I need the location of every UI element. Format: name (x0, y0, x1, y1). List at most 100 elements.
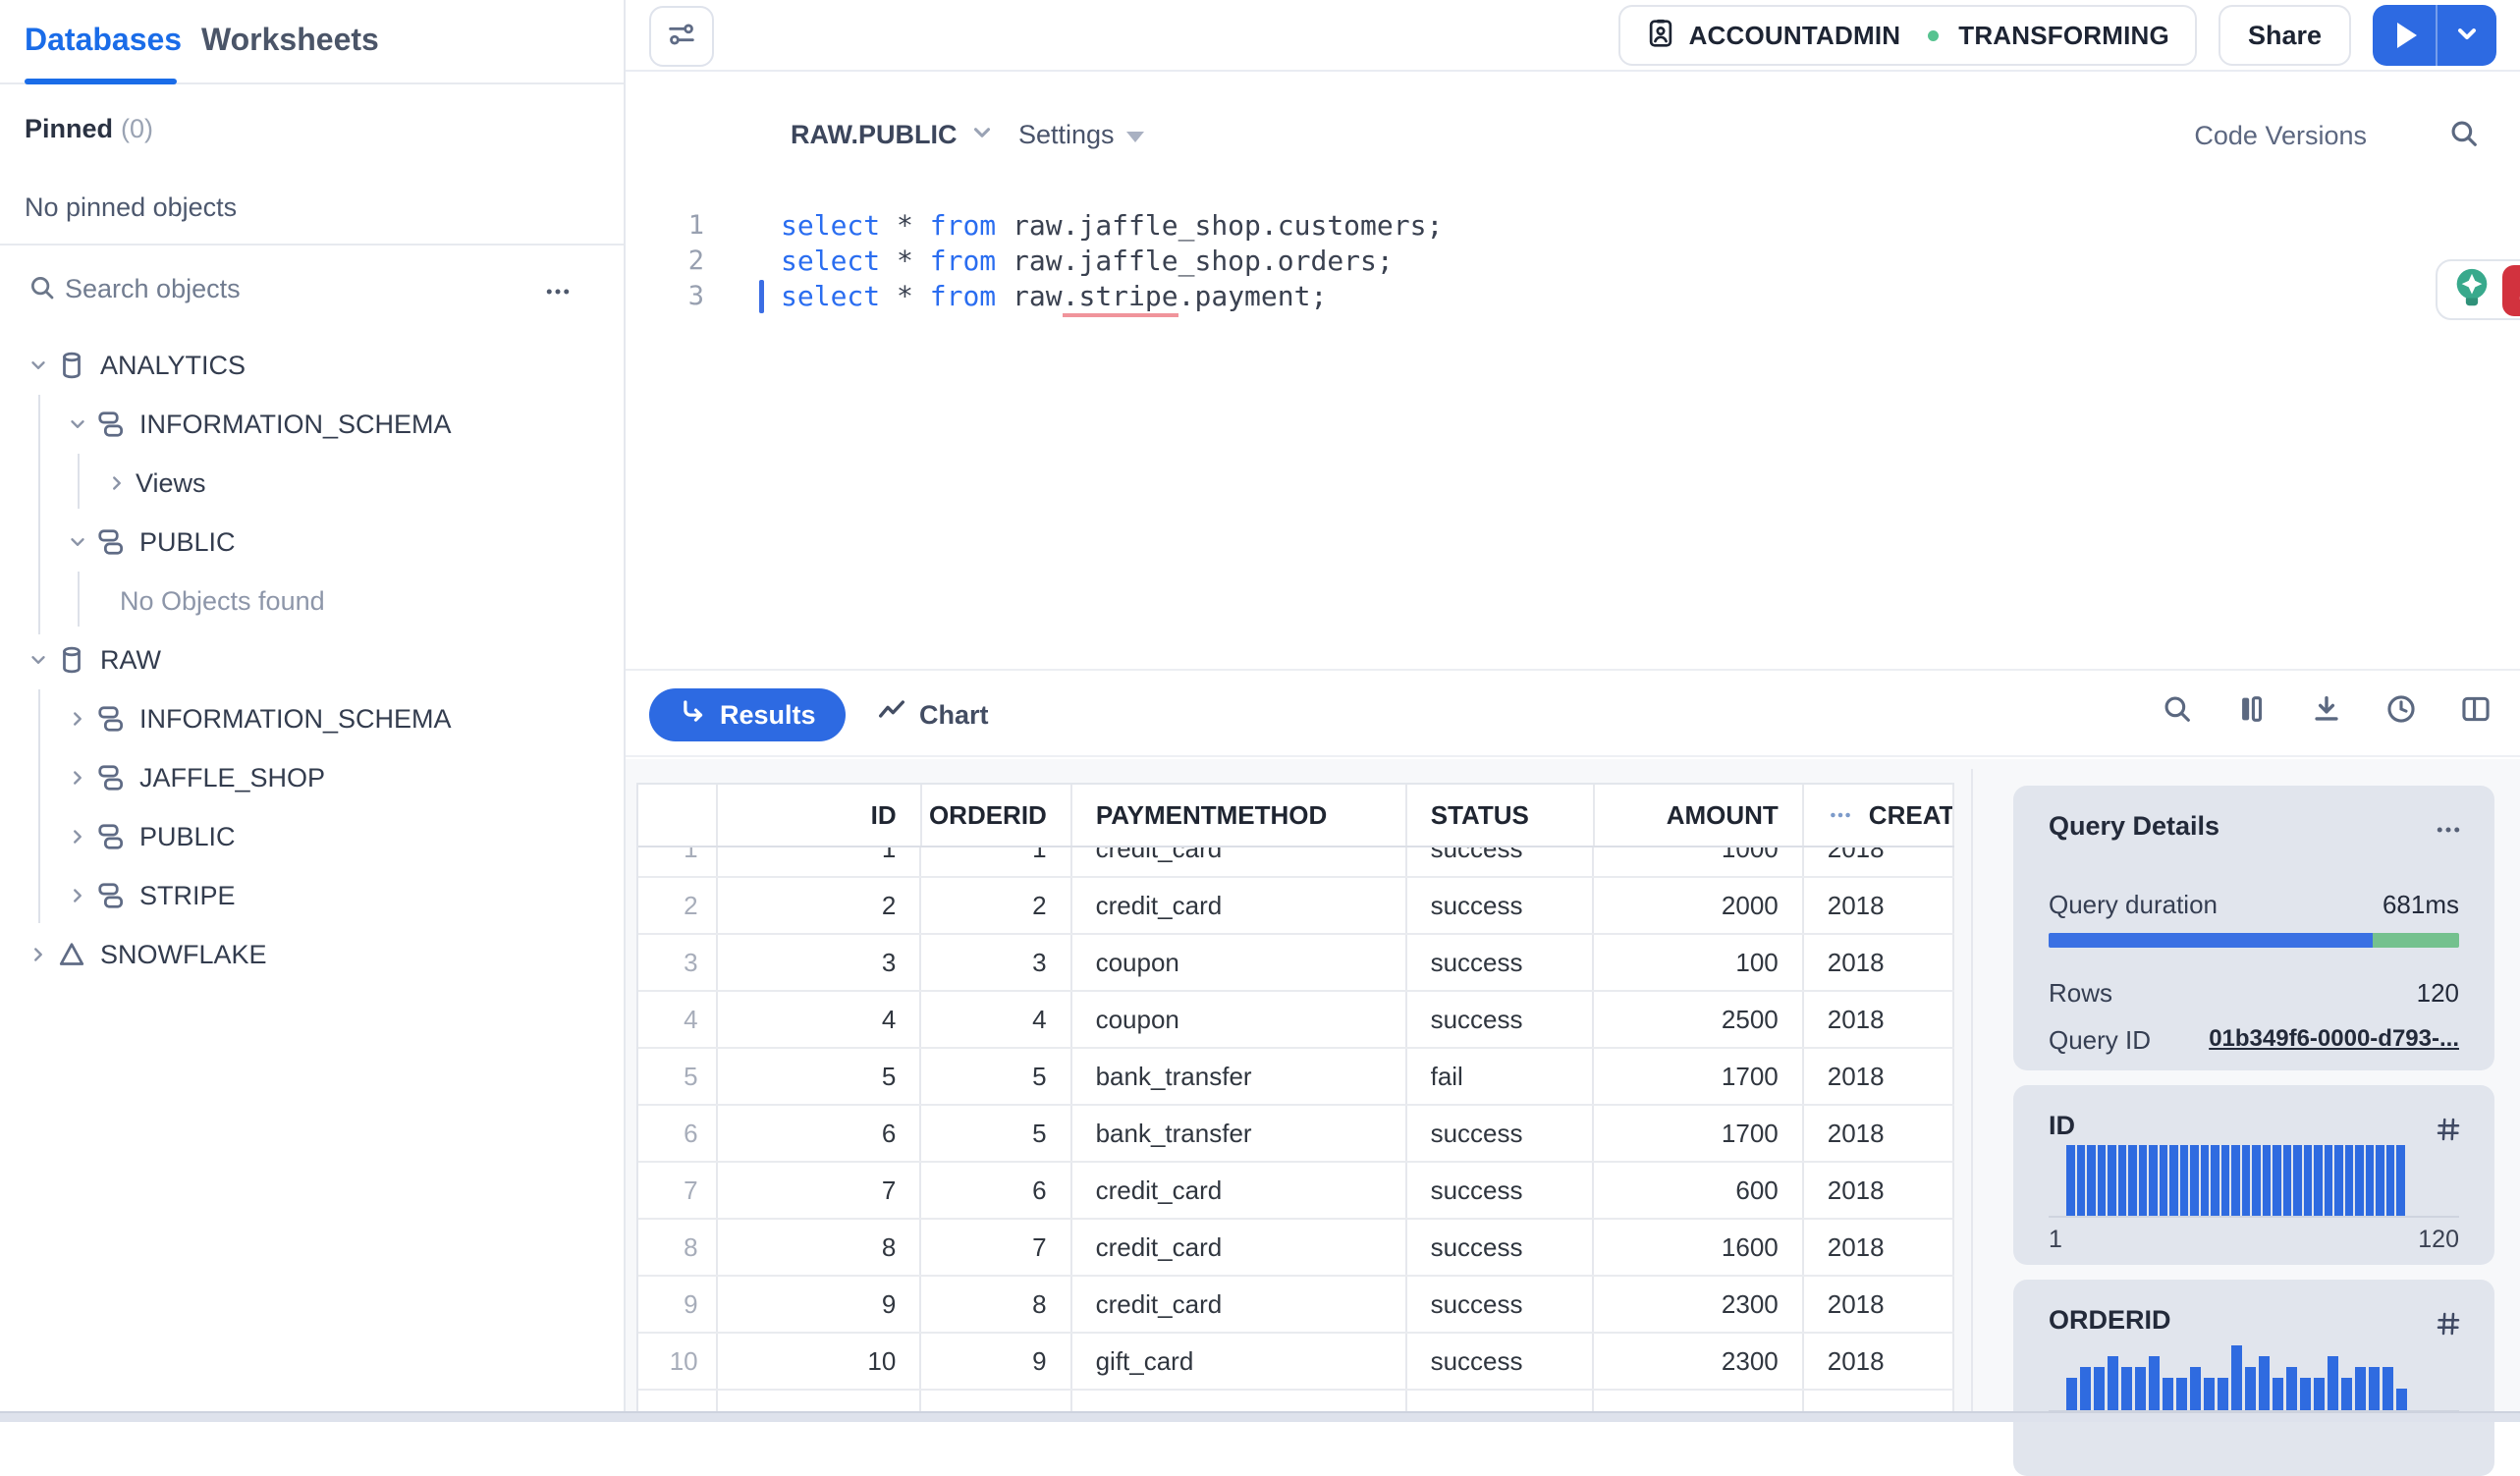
tree-item-information-schema[interactable]: INFORMATION_SCHEMA (0, 689, 624, 748)
cell[interactable]: success (1407, 1334, 1595, 1389)
chevron-down-icon[interactable] (67, 413, 88, 435)
chevron-right-icon[interactable] (67, 885, 88, 906)
cell[interactable]: 9 (718, 1277, 922, 1332)
cell[interactable]: success (1407, 992, 1595, 1047)
tab-results[interactable]: Results (649, 688, 846, 741)
cell[interactable]: 5 (921, 1106, 1072, 1161)
run-options-button[interactable] (2436, 5, 2496, 66)
worksheet-filters-button[interactable] (649, 6, 714, 67)
sidebar-menu-ellipsis-icon[interactable] (543, 277, 573, 311)
code-line-3[interactable]: 3 select * from raw.stripe.payment; (626, 279, 2520, 317)
split-panel-icon[interactable] (2459, 692, 2493, 726)
history-clock-icon[interactable] (2384, 692, 2418, 726)
chevron-right-icon[interactable] (67, 708, 88, 730)
cell[interactable]: credit_card (1072, 1277, 1407, 1332)
tree-item-snowflake[interactable]: SNOWFLAKE (0, 925, 624, 984)
tree-item-stripe[interactable]: STRIPE (0, 866, 624, 925)
chevron-down-icon[interactable] (27, 649, 49, 671)
chevron-down-icon[interactable] (67, 531, 88, 553)
tree-item-public[interactable]: PUBLIC (0, 807, 624, 866)
cell[interactable]: 2500 (1594, 992, 1804, 1047)
tree-item-views[interactable]: Views (0, 454, 624, 513)
database-context-dropdown[interactable]: RAW.PUBLIC (791, 120, 995, 150)
cell[interactable]: 1 (718, 847, 922, 876)
column-header-amount[interactable]: AMOUNT (1595, 785, 1804, 846)
cell[interactable]: 2018 (1804, 878, 1954, 933)
tab-worksheets[interactable]: Worksheets (201, 22, 379, 57)
cell[interactable]: credit_card (1072, 847, 1407, 876)
cell[interactable] (921, 1391, 1072, 1414)
cell[interactable]: 1000 (1594, 847, 1804, 876)
column-header-paymentmethod[interactable]: PAYMENTMETHOD (1072, 785, 1407, 846)
cell[interactable]: 1600 (1594, 1220, 1804, 1275)
column-header-created[interactable]: CREATED (1804, 785, 1954, 846)
cell[interactable]: 7 (718, 1163, 922, 1218)
tree-item-information-schema[interactable]: INFORMATION_SCHEMA (0, 395, 624, 454)
cell[interactable]: 2018 (1804, 935, 1954, 990)
cell[interactable]: 2018 (1804, 1163, 1954, 1218)
cell[interactable]: 600 (1594, 1163, 1804, 1218)
cell[interactable]: 100 (1594, 935, 1804, 990)
share-button[interactable]: Share (2218, 5, 2351, 66)
column-header-id[interactable]: ID (718, 785, 922, 846)
cell[interactable]: 2018 (1804, 1220, 1954, 1275)
cell[interactable] (1594, 1391, 1804, 1414)
chevron-right-icon[interactable] (27, 944, 49, 965)
cell[interactable] (1072, 1391, 1407, 1414)
table-row[interactable] (638, 1391, 1954, 1414)
editor-search-icon[interactable] (2447, 117, 2481, 155)
table-row[interactable]: 6 6 5 bank_transfer success 1700 2018 (638, 1106, 1954, 1163)
cell[interactable]: 2000 (1594, 878, 1804, 933)
cell[interactable]: success (1407, 1106, 1595, 1161)
code-line-1[interactable]: 1 select * from raw.jaffle_shop.customers… (626, 208, 2520, 244)
cell[interactable]: 10 (718, 1334, 922, 1389)
cell[interactable]: success (1407, 1163, 1595, 1218)
cell[interactable]: success (1407, 1220, 1595, 1275)
code-versions-link[interactable]: Code Versions (2194, 121, 2367, 150)
cell[interactable]: success (1407, 935, 1595, 990)
cell[interactable]: 1700 (1594, 1049, 1804, 1104)
cell[interactable]: 1 (921, 847, 1072, 876)
cell[interactable]: credit_card (1072, 1163, 1407, 1218)
cell[interactable]: 2018 (1804, 847, 1954, 876)
cell[interactable]: gift_card (1072, 1334, 1407, 1389)
table-row[interactable]: 5 5 5 bank_transfer fail 1700 2018 (638, 1049, 1954, 1106)
numeric-hash-icon[interactable] (2434, 1309, 2463, 1343)
cell[interactable]: 4 (718, 992, 922, 1047)
table-row[interactable]: 3 3 3 coupon success 100 2018 (638, 935, 1954, 992)
cell[interactable]: success (1407, 1277, 1595, 1332)
settings-dropdown[interactable]: Settings (1018, 120, 1144, 150)
code-line-2[interactable]: 2 select * from raw.jaffle_shop.orders; (626, 244, 2520, 279)
table-row[interactable]: 1 1 1 credit_card success 1000 2018 (638, 847, 1954, 878)
cell[interactable]: 2300 (1594, 1277, 1804, 1332)
cell[interactable]: coupon (1072, 992, 1407, 1047)
horizontal-scrollbar[interactable] (0, 1411, 2520, 1422)
tree-item-raw[interactable]: RAW (0, 630, 624, 689)
table-row[interactable]: 4 4 4 coupon success 2500 2018 (638, 992, 1954, 1049)
column-menu-ellipsis-icon[interactable] (1828, 802, 1853, 828)
cell[interactable]: 8 (718, 1220, 922, 1275)
numeric-hash-icon[interactable] (2434, 1115, 2463, 1149)
cell[interactable]: bank_transfer (1072, 1106, 1407, 1161)
cell[interactable]: 2018 (1804, 992, 1954, 1047)
table-row[interactable]: 10 10 9 gift_card success 2300 2018 (638, 1334, 1954, 1391)
run-button[interactable] (2373, 5, 2436, 66)
code-area[interactable]: 1 select * from raw.jaffle_shop.customers… (626, 208, 2520, 317)
cell[interactable]: 5 (718, 1049, 922, 1104)
cell[interactable]: 2018 (1804, 1106, 1954, 1161)
cell[interactable] (1804, 1391, 1954, 1414)
chevron-right-icon[interactable] (67, 767, 88, 789)
cell[interactable]: success (1407, 847, 1595, 876)
tree-item-jaffle-shop[interactable]: JAFFLE_SHOP (0, 748, 624, 807)
cell[interactable]: 7 (921, 1220, 1072, 1275)
table-row[interactable]: 7 7 6 credit_card success 600 2018 (638, 1163, 1954, 1220)
tree-item-analytics[interactable]: ANALYTICS (0, 336, 624, 395)
cell[interactable]: 3 (718, 935, 922, 990)
cell[interactable] (1407, 1391, 1595, 1414)
search-input[interactable]: Search objects (65, 274, 241, 303)
role-warehouse-selector[interactable]: ACCOUNTADMIN TRANSFORMING (1617, 5, 2197, 66)
columns-icon[interactable] (2235, 692, 2269, 726)
chevron-right-icon[interactable] (67, 826, 88, 847)
chevron-right-icon[interactable] (106, 472, 128, 494)
query-details-menu-ellipsis-icon[interactable] (2434, 815, 2463, 849)
